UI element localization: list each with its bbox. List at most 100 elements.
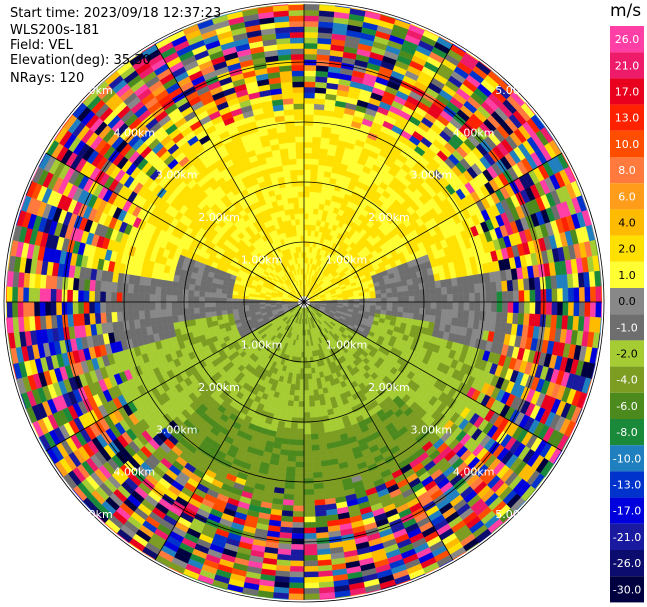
velocity-gate [403,296,410,303]
velocity-gate [294,483,305,490]
velocity-gate [282,432,291,440]
velocity-gate [294,478,305,485]
velocity-gate [557,301,564,316]
velocity-gate [285,466,296,473]
velocity-gate [413,289,420,297]
velocity-gate [311,378,318,385]
velocity-gate [138,284,146,294]
velocity-gate [573,287,580,303]
velocity-gate [303,445,312,452]
velocity-gate [132,292,139,303]
velocity-gate [518,290,525,303]
velocity-gate [83,313,91,326]
velocity-gate [287,400,294,407]
velocity-gate [289,433,298,440]
velocity-gate [375,301,382,307]
velocity-gate [313,477,324,484]
velocity-gate [381,301,388,307]
velocity-gate [446,286,453,295]
velocity-gate [144,285,151,295]
velocity-gate [303,119,314,126]
velocity-gate [473,310,481,321]
velocity-gate [315,81,328,89]
velocity-gate [303,141,313,148]
velocity-gate [418,282,425,291]
velocity-gate [303,202,310,209]
velocity-gate [312,136,322,144]
velocity-gate [317,170,325,177]
velocity-gate [419,295,426,303]
velocity-gate [209,296,216,303]
velocity-gate [149,293,156,303]
velocity-gate [149,309,156,319]
velocity-gate [72,301,79,315]
velocity-gate [17,301,24,318]
velocity-gate [303,246,308,253]
velocity-gate [11,286,19,303]
velocity-gate [290,560,305,567]
velocity-gate [313,482,324,490]
velocity-gate [226,309,234,315]
velocity-gate [308,395,315,402]
velocity-gate [72,289,79,303]
velocity-gate [204,306,211,313]
velocity-gate [313,394,320,402]
velocity-gate [220,297,227,303]
velocity-gate [303,576,319,584]
velocity-gate [436,294,443,303]
velocity-gate [177,308,184,316]
velocity-gate [209,292,217,298]
velocity-gate [364,298,371,303]
velocity-gate [284,482,295,490]
velocity-gate [303,224,309,231]
velocity-gate [507,301,514,314]
velocity-gate [177,288,184,296]
velocity-gate [502,291,509,303]
velocity-gate [121,301,128,312]
velocity-gate [172,281,179,289]
velocity-gate [50,301,57,316]
velocity-gate [491,301,498,313]
velocity-gate [303,412,311,419]
velocity-gate [311,158,320,165]
velocity-gate [303,434,312,441]
velocity-gate [484,311,492,322]
velocity-gate [94,279,102,292]
velocity-gate [424,308,431,316]
velocity-gate [312,125,323,133]
velocity-gate [517,313,525,326]
velocity-gate [290,544,305,551]
velocity-gate [287,455,297,462]
velocity-gate [78,278,85,291]
velocity-gate [303,544,318,551]
velocity-gate [307,373,313,380]
velocity-gate [154,294,161,303]
velocity-gate [165,301,172,310]
velocity-gate [441,309,448,318]
velocity-gate [66,301,73,315]
velocity-gate [303,169,312,176]
velocity-gate [303,147,313,154]
velocity-gate [303,218,309,225]
velocity-gate [317,164,326,172]
velocity-gate [434,280,442,289]
velocity-gate [296,439,305,446]
velocity-gate [513,290,520,303]
velocity-gate [303,522,316,529]
velocity-gate [419,301,426,309]
velocity-gate [226,301,233,307]
velocity-gate [436,301,443,310]
velocity-gate [535,289,542,303]
velocity-gate [303,593,320,600]
velocity-gate [303,207,310,214]
velocity-gate [381,297,388,303]
velocity-gate [165,294,172,303]
velocity-gate [523,278,530,291]
velocity-gate [307,378,313,386]
velocity-gate [316,421,325,429]
velocity-gate [306,351,310,358]
velocity-gate [414,301,421,309]
velocity-gate [303,390,310,397]
velocity-gate [183,313,190,322]
